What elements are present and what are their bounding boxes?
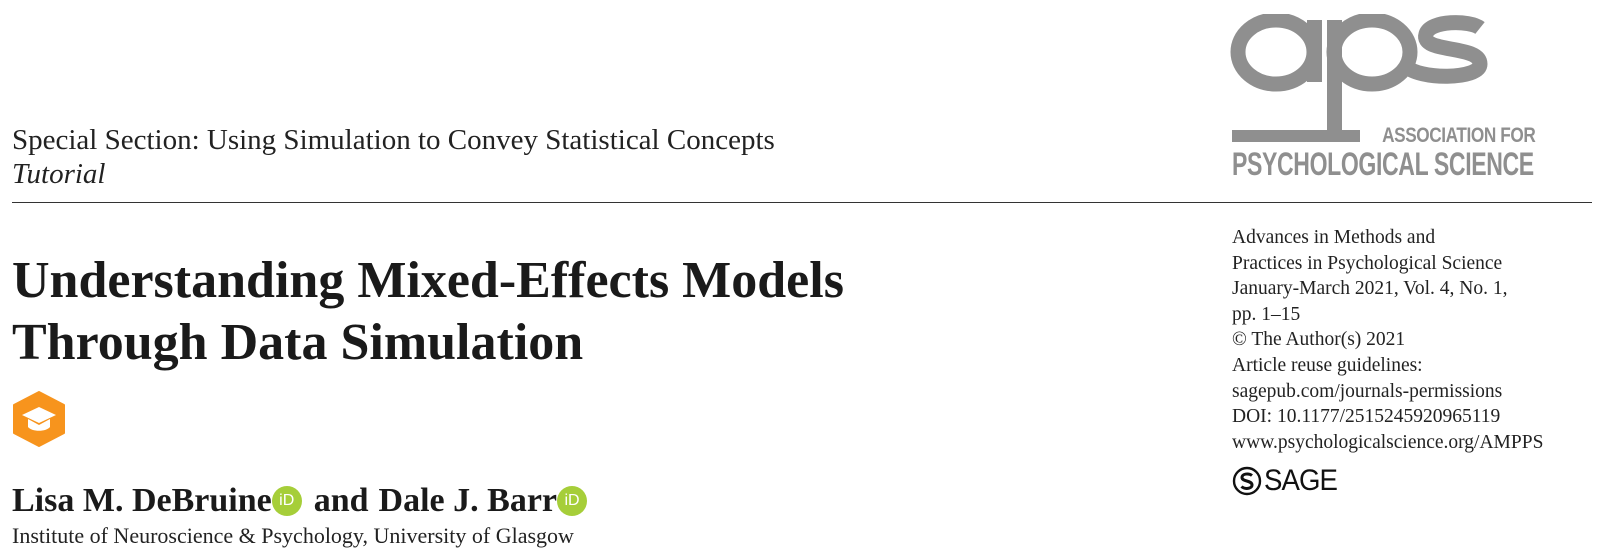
orcid-icon[interactable]: iD — [557, 486, 587, 516]
aps-org-line2: PSYCHOLOGICAL SCIENCE — [1232, 146, 1534, 182]
author-list: Lisa M. DeBruine iD and Dale J. Barr iD — [12, 482, 587, 520]
title-line-2: Through Data Simulation — [12, 314, 584, 371]
special-section-heading: Special Section: Using Simulation to Con… — [12, 124, 775, 156]
orcid-icon[interactable]: iD — [271, 486, 302, 516]
copyright-line: © The Author(s) 2021 — [1232, 329, 1406, 351]
sage-s-icon — [1232, 466, 1262, 496]
publisher-name: SAGE — [1264, 464, 1338, 497]
doi-link[interactable]: DOI: 10.1177/2515245920965119 — [1232, 406, 1501, 428]
journal-name-line: Practices in Psychological Science — [1232, 252, 1503, 274]
sage-logo: SAGE — [1232, 464, 1343, 498]
article-type-label: Tutorial — [12, 158, 106, 190]
graduation-cap-icon — [13, 391, 65, 447]
journal-url-link[interactable]: www.psychologicalscience.org/AMPPS — [1232, 431, 1544, 453]
author-name: Dale J. Barr — [378, 482, 557, 519]
aps-org-line1: ASSOCIATION FOR — [1382, 124, 1536, 147]
title-line-1: Understanding Mixed-Effects Models — [12, 252, 844, 309]
header-divider — [12, 202, 1592, 203]
journal-metadata: Advances in Methods and Practices in Psy… — [1232, 225, 1597, 455]
permissions-link[interactable]: sagepub.com/journals-permissions — [1232, 380, 1503, 402]
author-name: Lisa M. DeBruine — [12, 482, 272, 519]
author-connector: and — [313, 482, 369, 519]
author-affiliation: Institute of Neuroscience & Psychology, … — [12, 523, 574, 548]
aps-logo — [1230, 14, 1488, 142]
page-range: pp. 1–15 — [1232, 303, 1301, 325]
article-title: Understanding Mixed-Effects Models Throu… — [12, 250, 1112, 374]
journal-name-line: Advances in Methods and — [1232, 227, 1436, 248]
reuse-label: Article reuse guidelines: — [1232, 354, 1423, 376]
issue-info: January-March 2021, Vol. 4, No. 1, — [1232, 278, 1508, 300]
